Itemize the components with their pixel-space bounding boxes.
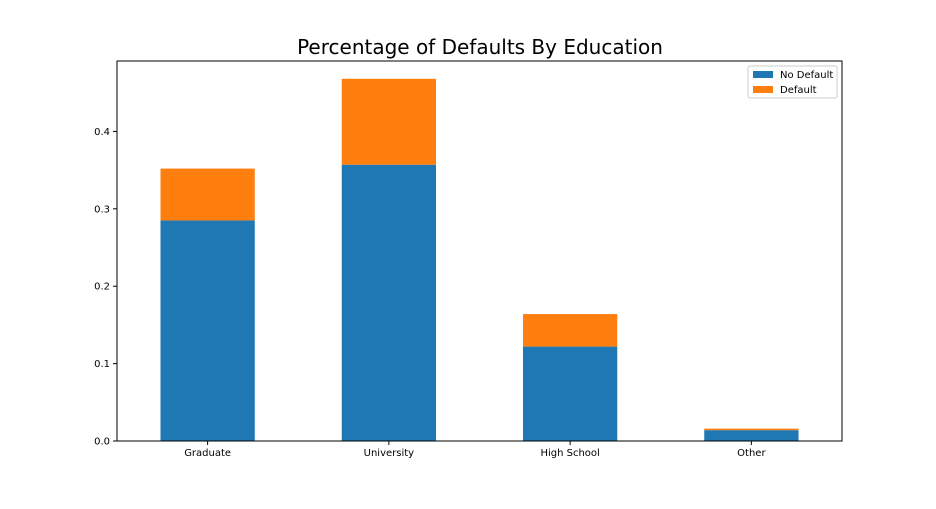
chart-title: Percentage of Defaults By Education [297,35,663,59]
legend-swatch-default [753,86,773,93]
bar-no-default-university [341,164,436,441]
legend: No Default Default [747,65,838,99]
legend-label: Default [780,85,817,96]
bar-default-other [704,428,799,431]
x-tick-label: University [364,448,415,459]
plot-area-frame [116,60,843,442]
bar-no-default-other [704,430,799,441]
legend-swatch-no-default [753,71,773,78]
x-tick-label: Other [737,448,766,459]
x-tick-label: Graduate [184,448,231,459]
bar-default-university [341,78,436,165]
legend-label: No Default [780,70,833,81]
y-tick-label: 0.4 [94,127,110,138]
y-tick-label: 0.2 [94,282,110,293]
bars-layer [160,78,799,441]
bar-default-graduate [160,168,255,221]
bar-no-default-graduate [160,220,255,441]
x-axis: Graduate University High School Other [184,441,766,459]
x-tick-label: High School [540,448,599,459]
y-axis: 0.0 0.1 0.2 0.3 0.4 [94,127,117,448]
bar-no-default-high-school [523,346,618,441]
y-tick-label: 0.0 [94,437,110,448]
y-tick-label: 0.1 [94,359,110,370]
y-tick-label: 0.3 [94,204,110,215]
bar-default-high-school [523,314,618,347]
